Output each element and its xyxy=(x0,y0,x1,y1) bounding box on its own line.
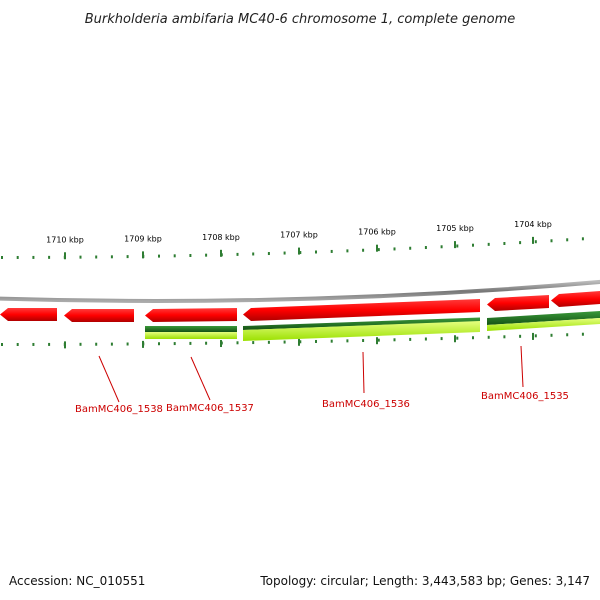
leader-line xyxy=(362,351,365,394)
bottom-tick-ring xyxy=(1,332,584,346)
kbp-label: 1706 kbp xyxy=(358,228,396,237)
gene-features xyxy=(0,291,600,341)
map-title: Burkholderia ambifaria MC40-6 chromosome… xyxy=(85,12,515,27)
kbp-label: 1708 kbp xyxy=(202,233,240,242)
gene-label: BamMC406_1536 xyxy=(322,399,410,410)
leader-line xyxy=(190,356,211,401)
cds-band xyxy=(243,321,480,341)
kbp-labels: 1710 kbp 1709 kbp 1708 kbp 1707 kbp 1706 kbp… xyxy=(46,220,552,349)
accession-text: Accession: NC_010551 xyxy=(9,574,146,588)
gene-arrow xyxy=(243,299,480,321)
genome-info-text: Topology: circular; Length: 3,443,583 bp… xyxy=(260,574,590,588)
cds-band xyxy=(487,318,600,331)
cds-band xyxy=(243,317,480,330)
top-tick-ring xyxy=(1,237,584,259)
gene-arrow xyxy=(64,309,134,322)
gene-arrow xyxy=(551,291,600,307)
kbp-label: 1707 kbp xyxy=(280,231,318,240)
gene-label: BamMC406_1538 xyxy=(75,404,163,415)
gene-arrow xyxy=(145,308,237,322)
kbp-label: 1710 kbp xyxy=(46,235,84,244)
kbp-label: 1709 kbp xyxy=(124,234,162,243)
cds-band xyxy=(487,311,600,325)
label-leaders xyxy=(98,345,524,403)
leader-line xyxy=(520,345,524,388)
cds-band xyxy=(145,326,237,332)
gene-arrow xyxy=(0,308,57,321)
leader-line xyxy=(98,355,120,403)
gene-label: BamMC406_1535 xyxy=(481,391,569,402)
gene-arrow xyxy=(487,295,549,311)
gene-label: BamMC406_1537 xyxy=(166,403,254,414)
kbp-label: 1704 kbp xyxy=(514,220,552,229)
cds-band xyxy=(145,332,237,339)
backbone-arc xyxy=(0,279,600,303)
gene-labels: BamMC406_1538 BamMC406_1537 BamMC406_1536 B… xyxy=(75,391,569,415)
kbp-label: 1705 kbp xyxy=(436,224,474,233)
